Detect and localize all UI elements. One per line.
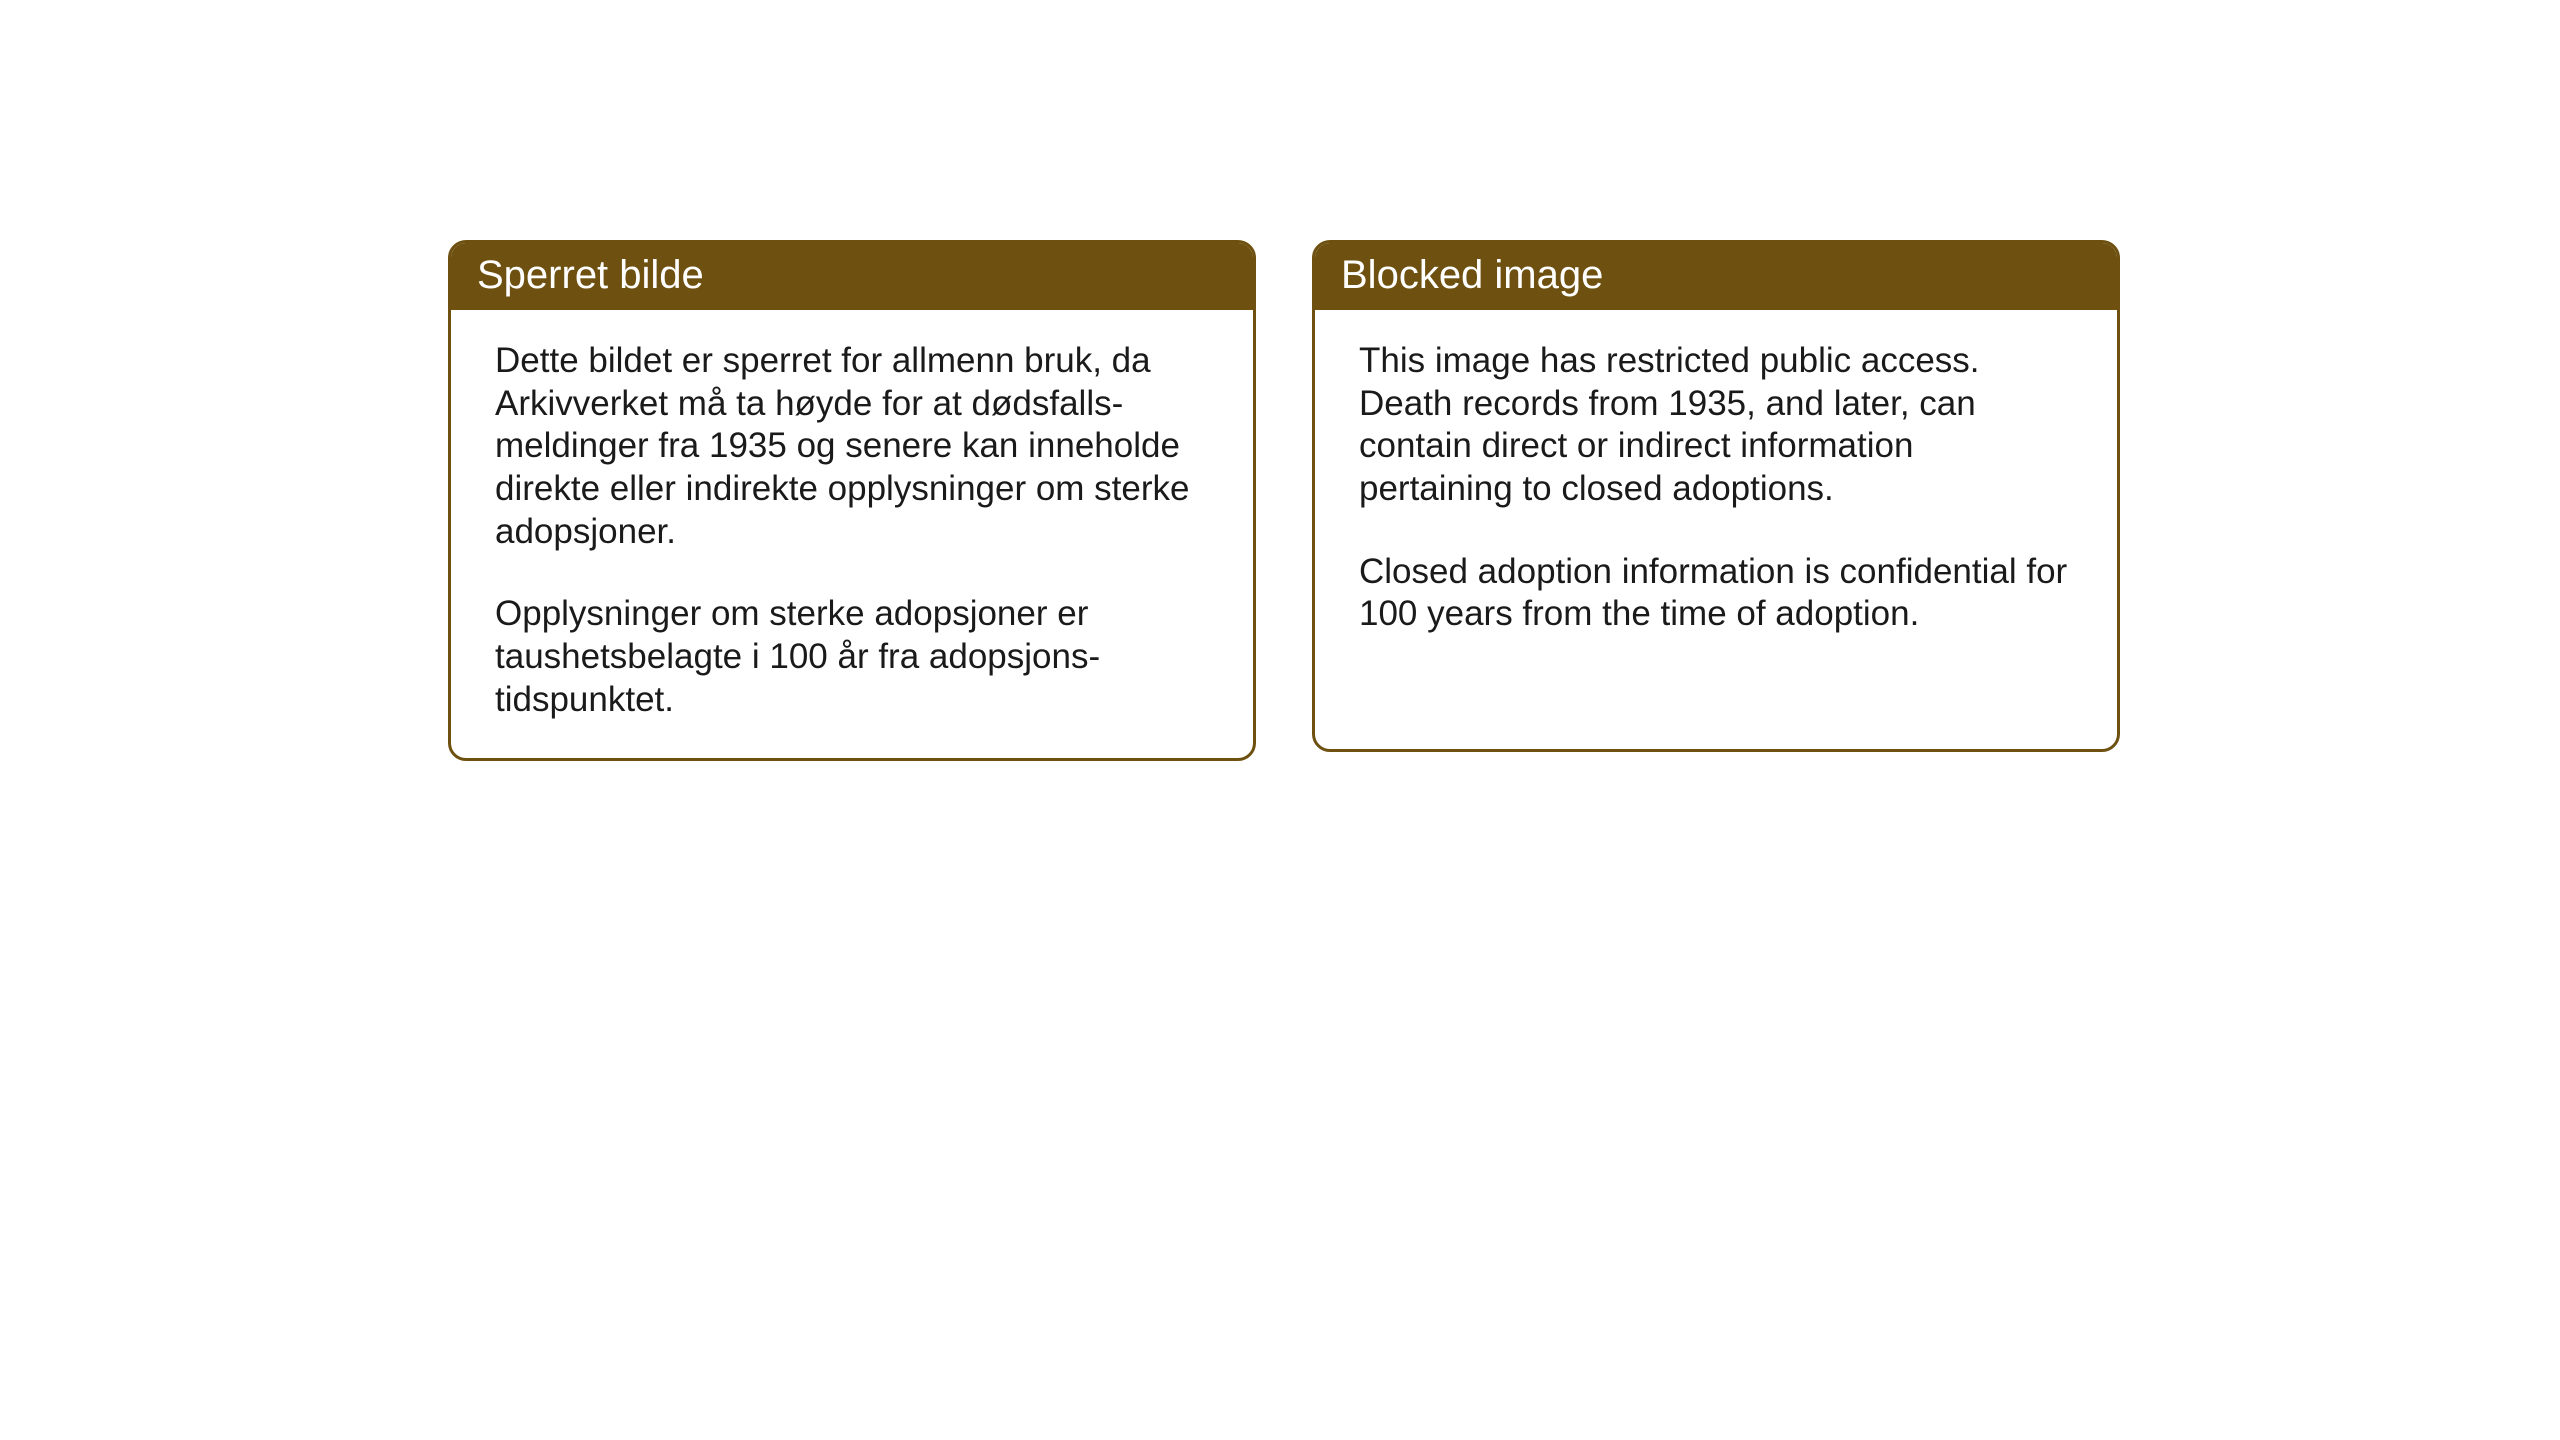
card-paragraph-1-norwegian: Dette bildet er sperret for allmenn bruk… [495, 340, 1209, 553]
card-paragraph-2-english: Closed adoption information is confident… [1359, 551, 2073, 636]
card-paragraph-2-norwegian: Opplysninger om sterke adopsjoner er tau… [495, 593, 1209, 721]
notice-card-norwegian: Sperret bilde Dette bildet er sperret fo… [448, 240, 1256, 761]
card-body-norwegian: Dette bildet er sperret for allmenn bruk… [451, 310, 1253, 758]
card-header-norwegian: Sperret bilde [451, 243, 1253, 310]
card-header-english: Blocked image [1315, 243, 2117, 310]
notice-card-english: Blocked image This image has restricted … [1312, 240, 2120, 752]
card-paragraph-1-english: This image has restricted public access.… [1359, 340, 2073, 511]
notice-cards-container: Sperret bilde Dette bildet er sperret fo… [448, 240, 2120, 761]
card-body-english: This image has restricted public access.… [1315, 310, 2117, 672]
